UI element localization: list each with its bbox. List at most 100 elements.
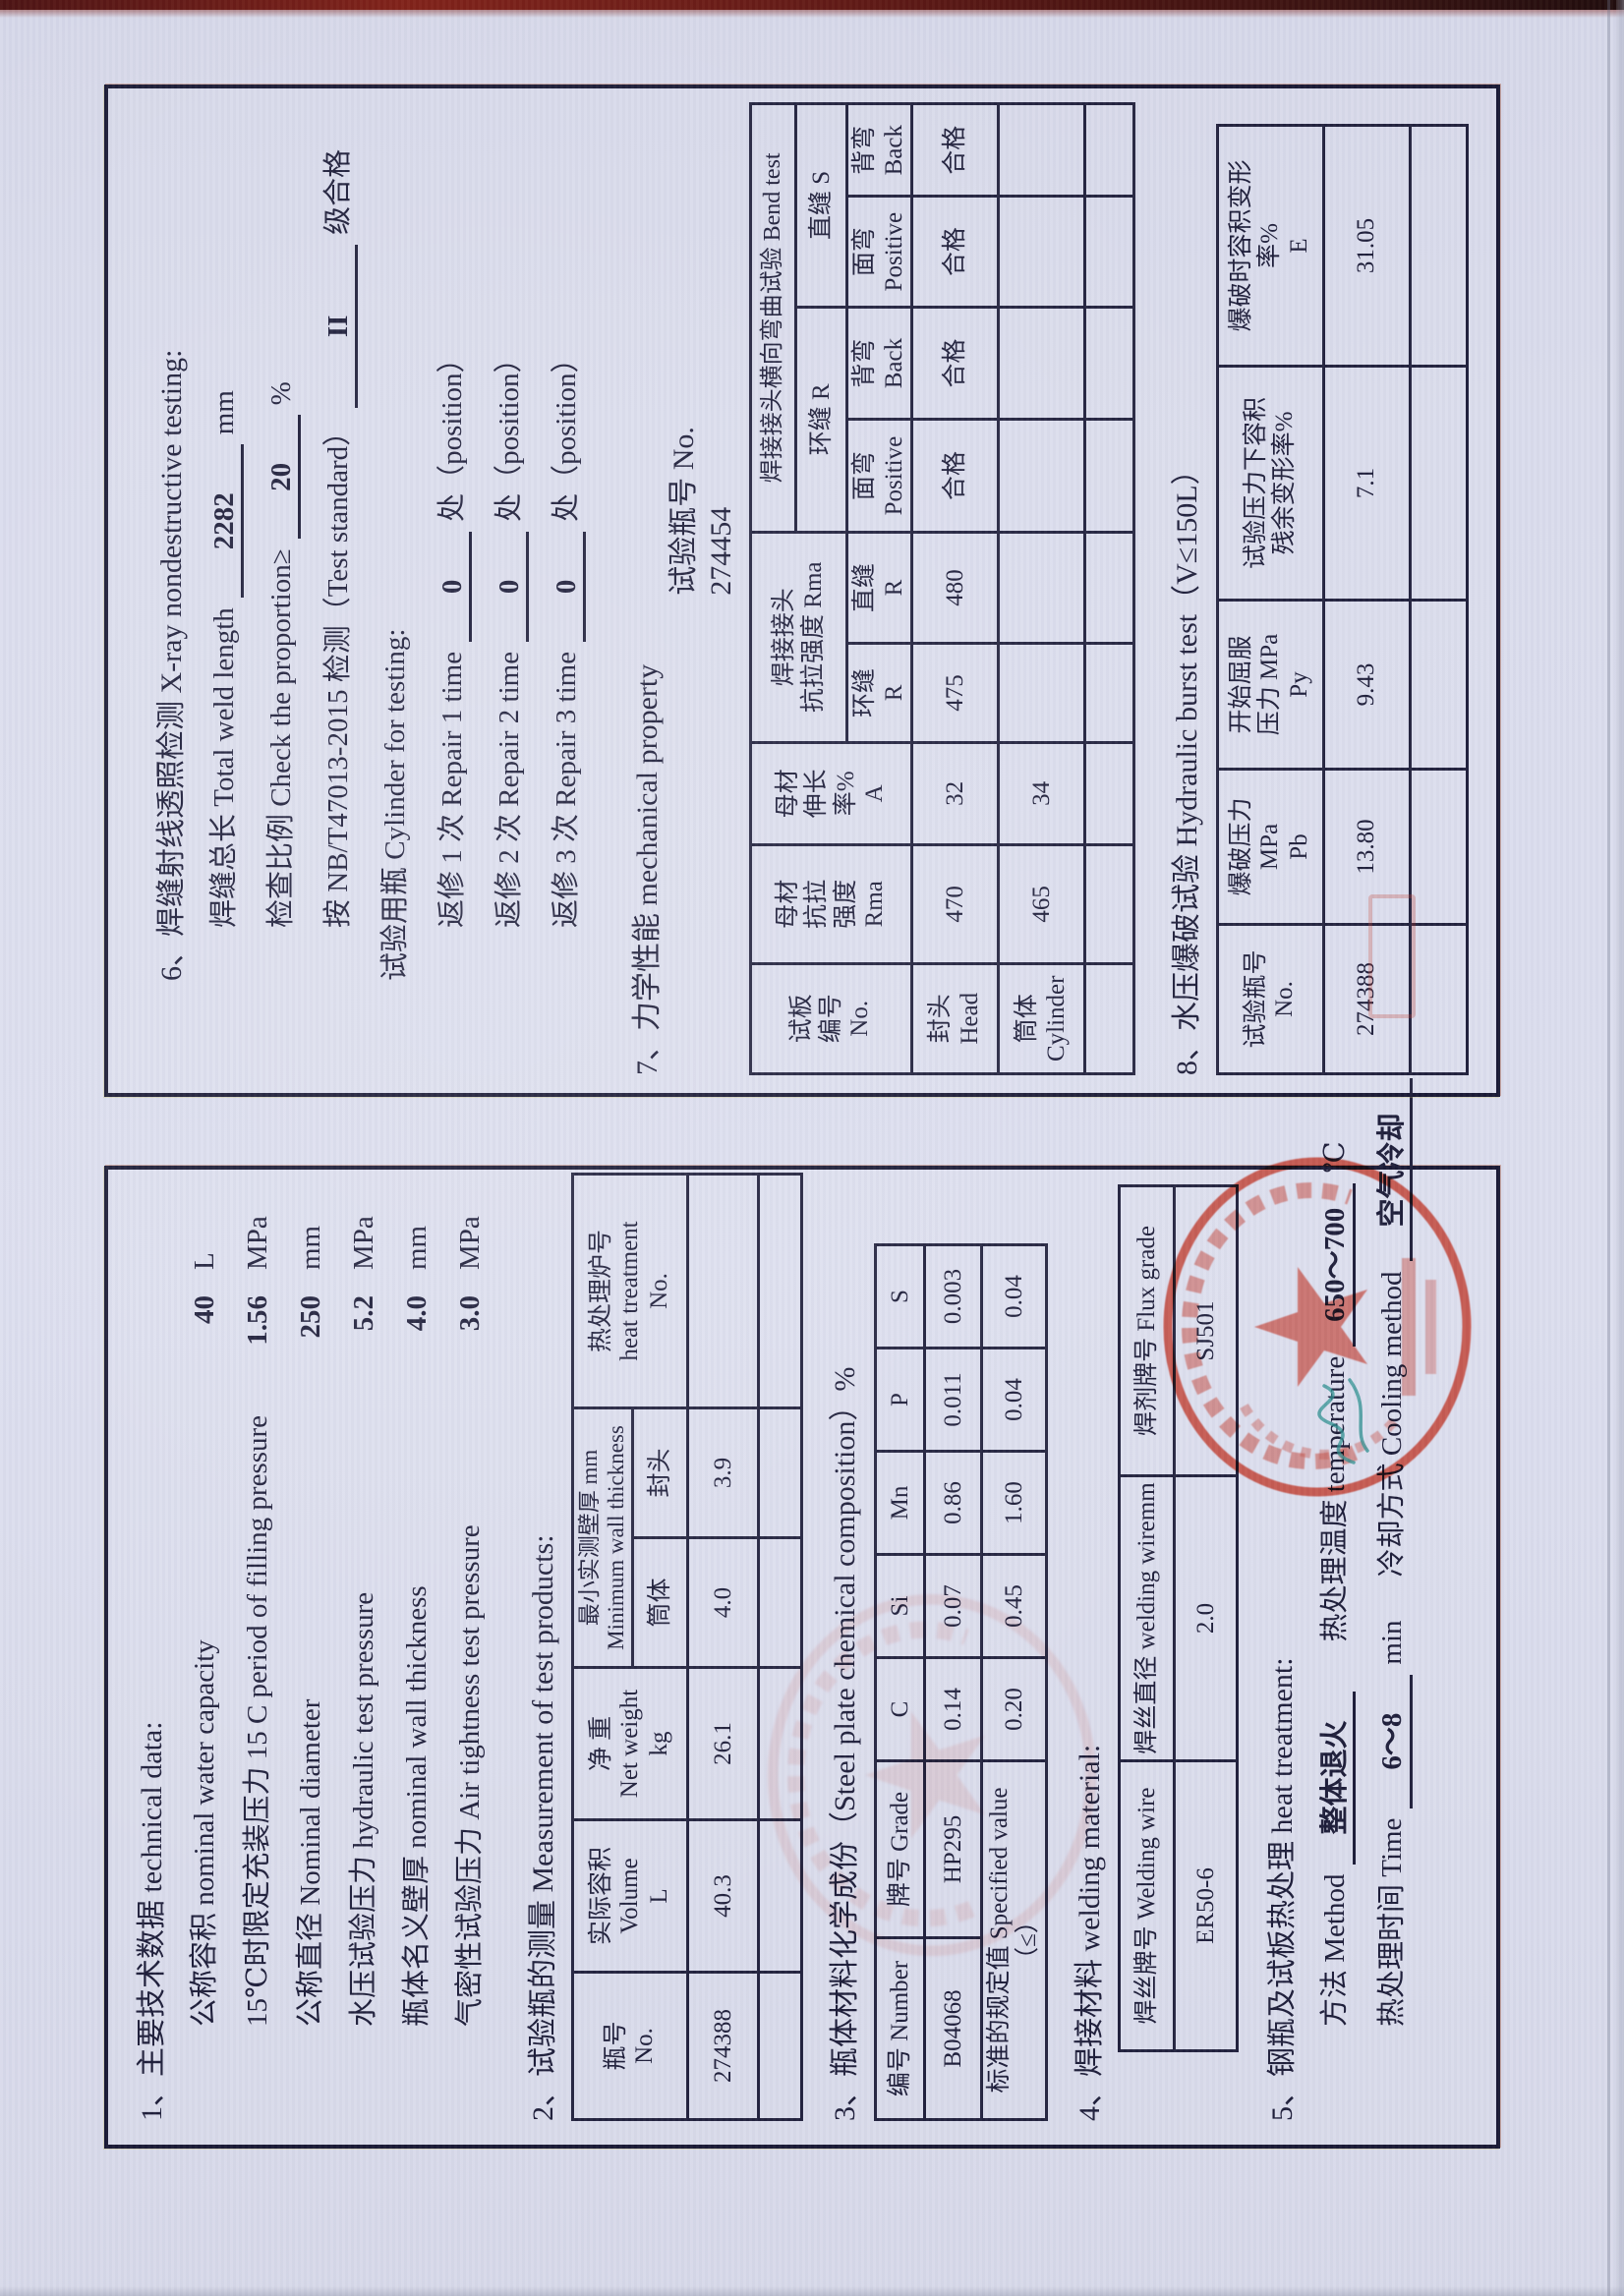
col-header-bend-ring-seam: 环缝 R — [795, 307, 847, 533]
table-row: 274388 13.80 9.43 7.1 31.05 — [1323, 125, 1410, 1074]
col-header-welding-wire: 焊丝牌号 Welding wire — [1119, 1760, 1175, 2051]
proportion-value: 20 — [264, 415, 301, 540]
col-header-grade: 牌号 Grade — [875, 1760, 925, 1938]
hydraulic-burst-table: 试验瓶号 No. 爆破压力 MPa Pb 开始屈服 压力 MPa Py 试验压力… — [1216, 124, 1469, 1075]
proportion-unit: % — [264, 381, 297, 406]
tech-data-row: 气密性试验压力 Air tightness test pressure 3.0 … — [446, 1179, 499, 2027]
row-label: 瓶体名义壁厚 nominal wall thickness — [400, 1585, 433, 2027]
cell-empty — [1410, 600, 1467, 770]
time-unit: min — [1375, 1620, 1408, 1665]
cell-empty — [1084, 532, 1134, 644]
chemical-composition-table: 编号 Number 牌号 Grade C Si Mn P S B04068 HP… — [874, 1243, 1048, 2121]
col-header-net-weight: 净 重 Net weight kg — [572, 1667, 688, 1820]
row-unit: mm — [400, 1225, 433, 1270]
row-value: 40 — [188, 1295, 220, 1324]
repair-count: 0 — [493, 531, 529, 642]
cell-material-number: B04068 — [924, 1937, 982, 2120]
row-value: 250 — [294, 1295, 326, 1339]
table-row: 标准的规定值 Specified value（≤） 0.20 0.45 1.60… — [981, 1244, 1047, 2120]
tech-data-row: 瓶体名义壁厚 nominal wall thickness 4.0 mm — [393, 1179, 446, 2027]
row-value: 1.56 — [241, 1295, 273, 1346]
cell-si: 0.07 — [924, 1554, 982, 1658]
col-header-burst-deformation: 爆破时容积变形 率% E — [1217, 125, 1323, 367]
col-header-heat-treatment-no: 热处理炉号 heat treatment No. — [572, 1174, 688, 1408]
cell-empty — [1410, 769, 1467, 925]
cell-empty — [1410, 125, 1467, 367]
weld-length-label: 焊缝总长 Total weld length — [207, 607, 240, 928]
section-3-title: 3、瓶体材料化学成份（Steel plate chemical composit… — [829, 1366, 862, 2121]
row-value: 5.2 — [347, 1295, 379, 1332]
table-row-empty — [1410, 125, 1467, 1074]
table-row: ER50-6 2.0 SJ501 — [1174, 1185, 1238, 2051]
cell-empty — [758, 1667, 802, 1820]
section-8-title: 8、水压爆破试验 Hydraulic burst test（V≤150L） — [1171, 455, 1203, 1075]
col-header-mn: Mn — [875, 1451, 925, 1555]
mechanical-property-table: 试板 编号 No. 母材 抗拉 强度 Rma 母材 伸长 率% A 焊接接头 抗… — [749, 102, 1135, 1075]
col-header-bend-test-group: 焊接接头横向弯曲试验 Bend test — [750, 103, 796, 533]
cell-elongation: 34 — [998, 742, 1085, 845]
cell-specimen: 封头 Head — [911, 963, 999, 1074]
cell-parent-rma: 465 — [998, 844, 1085, 964]
row-unit: MPa — [241, 1216, 273, 1270]
cell-welding-wire: ER50-6 — [1174, 1760, 1238, 2051]
table-row-empty — [758, 1174, 802, 2120]
col-header-volume: 实际容积 Volume L — [572, 1819, 688, 1973]
cell-p: 0.011 — [924, 1348, 982, 1452]
cell-furnace-no — [687, 1174, 759, 1408]
cell-empty — [1084, 196, 1134, 308]
tech-data-row: 水压试验压力 hydraulic test pressure 5.2 MPa — [340, 1179, 393, 2027]
scan-line-right — [1607, 0, 1610, 2296]
cell-bottle-no: 274388 — [687, 1972, 759, 2120]
col-header-number: 编号 Number — [875, 1937, 925, 2120]
col-header-parent-tensile: 母材 抗拉 强度 Rma — [750, 844, 912, 964]
cylinder-for-testing-line: 试验用瓶 Cylinder for testing: — [378, 628, 411, 981]
temperature-unit: ℃ — [1318, 1141, 1351, 1174]
col-header-test-bottle-no: 试验瓶号 No. — [1217, 924, 1323, 1074]
repair-suffix: 处（position） — [493, 344, 525, 522]
col-header-joint-tensile-group: 焊接接头 抗拉强度 Rma — [750, 532, 847, 743]
cell-empty — [998, 643, 1085, 743]
cell-empty — [1084, 103, 1134, 197]
cell-empty — [998, 103, 1085, 197]
repair-line-1: 返修 1 次 Repair 1 time 0 处（position） — [429, 104, 486, 928]
repair-label: 返修 3 次 Repair 3 time — [550, 651, 582, 928]
bottle-no-label: 试验瓶号 No. — [667, 427, 700, 596]
cell-empty — [758, 1819, 802, 1973]
cell-burst-deformation: 31.05 — [1323, 125, 1410, 367]
cooling-label: 冷却方式 Cooling method — [1375, 1271, 1408, 1578]
cell-empty — [1410, 366, 1467, 601]
right-page-panel: 6、焊缝射线透照检测 X-ray nondestructive testing:… — [104, 85, 1500, 1097]
table-row: 274388 40.3 26.1 4.0 3.9 — [687, 1174, 759, 2120]
tech-data-row: 15℃时限定充装压力 15 C period of filling pressu… — [234, 1179, 287, 2027]
cell-net-weight: 26.1 — [687, 1667, 759, 1820]
cell-bend-result: 合格 — [911, 307, 999, 420]
row-value: 3.0 — [453, 1295, 486, 1332]
tech-data-row: 公称直径 Nominal diameter 250 mm — [287, 1179, 340, 2027]
col-header-residual-deformation: 试验压力下容积 残余变形率% — [1217, 366, 1323, 601]
scan-edge-right — [1616, 0, 1624, 2296]
heat-treatment-line-2: 热处理时间 Time 6～8 min 冷却方式 Cooling method 空… — [1367, 1078, 1425, 2027]
cell-spec-s: 0.04 — [981, 1244, 1047, 1349]
cell-mn: 0.86 — [924, 1451, 982, 1555]
section-2-title: 2、试验瓶的测量 Measurement of test products: — [526, 1534, 559, 2121]
proportion-label: 检查比例 Check the proportion≥ — [264, 548, 297, 928]
cell-empty — [998, 532, 1085, 644]
cell-head-thickness: 3.9 — [687, 1407, 759, 1538]
row-unit: MPa — [453, 1216, 486, 1270]
grade-value: II — [321, 244, 358, 408]
row-label: 气密性试验压力 Air tightness test pressure — [453, 1524, 486, 2027]
cell-empty — [1084, 643, 1134, 743]
col-header-s: S — [875, 1244, 925, 1349]
standard-label: 按 NB/T47013-2015 检测（Test standard） — [321, 417, 354, 928]
measurement-table: 瓶号 No. 实际容积 Volume L 净 重 Net weight kg 最… — [571, 1173, 803, 2121]
table-row-empty — [1084, 103, 1134, 1074]
time-label: 热处理时间 Time — [1375, 1817, 1408, 2027]
row-value: 4.0 — [400, 1295, 433, 1332]
repair-line-3: 返修 3 次 Repair 3 time 0 处（position） — [543, 104, 600, 928]
cell-bend-result: 合格 — [911, 103, 999, 197]
cell-c: 0.14 — [924, 1657, 982, 1761]
cell-spec-p: 0.04 — [981, 1348, 1047, 1452]
col-header-parent-elongation: 母材 伸长 率% A — [750, 742, 912, 845]
